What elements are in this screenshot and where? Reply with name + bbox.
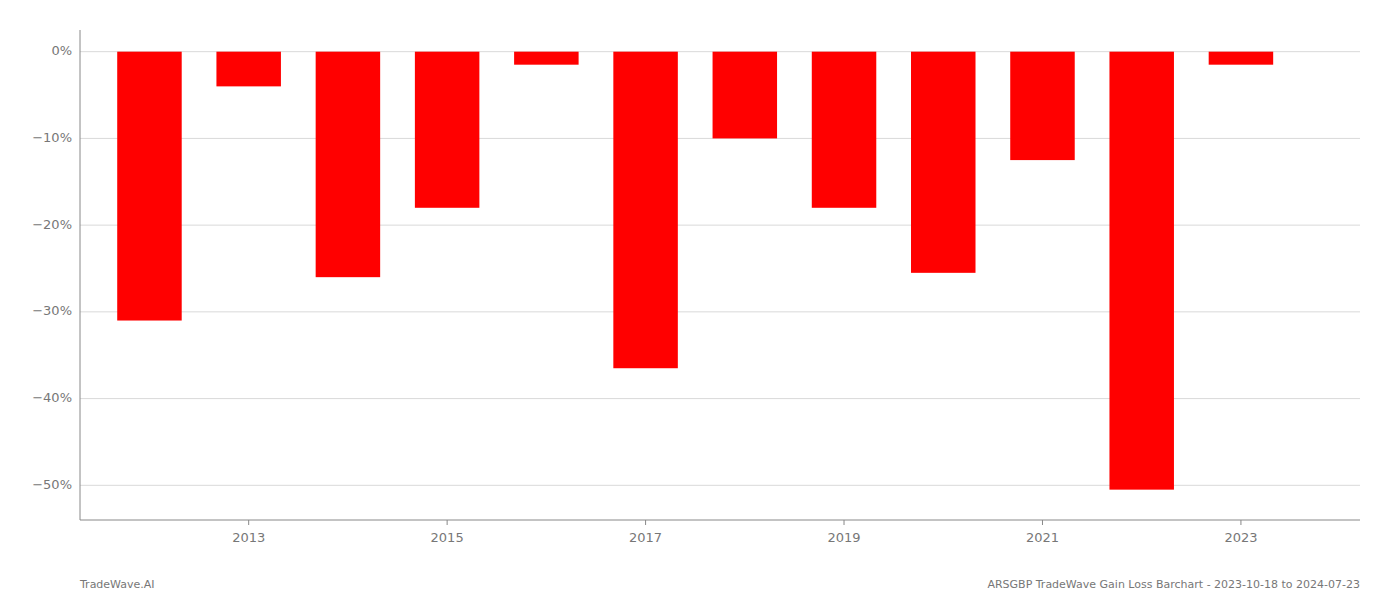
- bar: [216, 52, 280, 87]
- chart: 0%−10%−20%−30%−40%−50%201320152017201920…: [0, 0, 1400, 600]
- x-tick-label: 2023: [1224, 530, 1257, 545]
- bar: [514, 52, 578, 65]
- x-tick-label: 2021: [1026, 530, 1059, 545]
- bar: [415, 52, 479, 208]
- bar: [1209, 52, 1273, 65]
- x-axis-line: [80, 520, 1360, 521]
- x-tick: [447, 520, 448, 525]
- bar: [812, 52, 876, 208]
- y-tick-label: 0%: [51, 43, 72, 58]
- y-tick-label: −20%: [32, 217, 72, 232]
- bar: [316, 52, 380, 277]
- annotations: TradeWave.AI ARSGBP TradeWave Gain Loss B…: [79, 578, 1360, 591]
- x-tick: [248, 520, 249, 525]
- annotation: TradeWave.AI: [79, 578, 155, 591]
- bar: [911, 52, 975, 273]
- x-tick-label: 2015: [431, 530, 464, 545]
- x-tick-labels: 2013 2015 2017 2019 2021 2023: [232, 520, 1257, 545]
- bar: [613, 52, 677, 369]
- y-tick-label: −50%: [32, 477, 72, 492]
- bar: [117, 52, 181, 321]
- x-tick: [844, 520, 845, 525]
- x-tick-label: 2017: [629, 530, 662, 545]
- x-tick: [1240, 520, 1241, 525]
- bars: [117, 52, 1273, 490]
- bar: [1109, 52, 1173, 490]
- y-tick-label: −10%: [32, 130, 72, 145]
- bar: [713, 52, 777, 139]
- y-tick-label: −40%: [32, 390, 72, 405]
- y-tick-labels: 0% −10% −20% −30% −40% −50%: [32, 43, 72, 492]
- bar: [1010, 52, 1074, 160]
- y-tick-label: −30%: [32, 303, 72, 318]
- x-tick: [1042, 520, 1043, 525]
- x-tick-label: 2013: [232, 530, 265, 545]
- x-tick-label: 2019: [827, 530, 860, 545]
- y-axis-line: [80, 30, 81, 520]
- x-tick: [645, 520, 646, 525]
- annotation: ARSGBP TradeWave Gain Loss Barchart - 20…: [987, 578, 1360, 591]
